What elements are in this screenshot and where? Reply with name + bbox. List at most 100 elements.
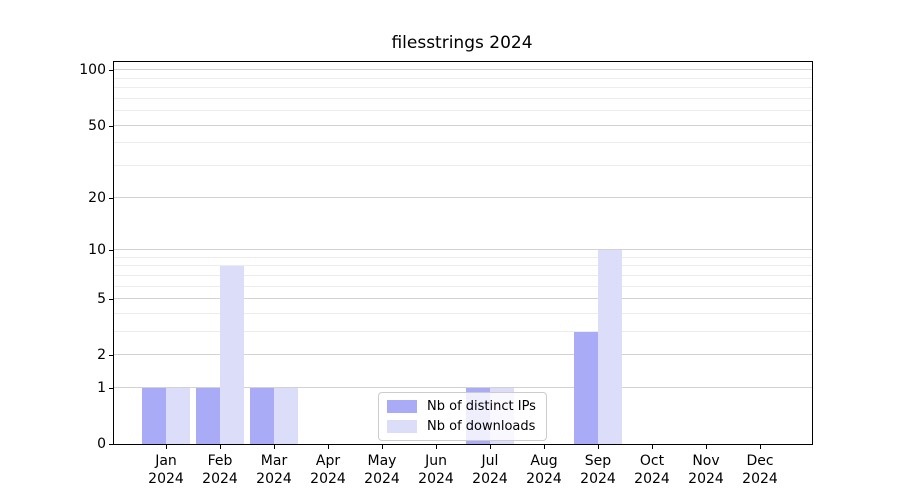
- y-tick-label: 2: [97, 347, 106, 364]
- x-tick-label: Jul 2024: [458, 452, 522, 488]
- x-tick-label: Jan 2024: [134, 452, 198, 488]
- legend-item: Nb of downloads: [387, 419, 536, 434]
- x-tick-month: Nov: [692, 453, 720, 469]
- major-gridline: [114, 386, 812, 388]
- minor-gridline: [114, 87, 812, 89]
- chart-title: filesstrings 2024: [391, 33, 533, 53]
- x-tick-mark: [166, 445, 167, 449]
- x-tick-label: May 2024: [350, 452, 414, 488]
- x-tick-month: Jan: [155, 453, 177, 469]
- x-tick-year: 2024: [418, 471, 454, 487]
- plot-area: Nb of distinct IPs Nb of downloads 0 1 2 5 10…: [79, 61, 813, 487]
- y-tick-mark: [109, 444, 113, 445]
- bar-distinct-ips: [250, 387, 274, 444]
- x-tick-month: Aug: [530, 453, 558, 469]
- x-tick-mark: [220, 445, 221, 449]
- x-tick-year: 2024: [526, 471, 562, 487]
- y-tick-label: 100: [79, 62, 106, 79]
- major-gridline: [114, 196, 812, 198]
- minor-gridline: [114, 285, 812, 287]
- y-tick-label: 5: [97, 290, 106, 307]
- x-tick-mark: [598, 445, 599, 449]
- x-tick-year: 2024: [202, 471, 238, 487]
- x-tick-label: Apr 2024: [296, 452, 360, 488]
- legend-item: Nb of distinct IPs: [387, 399, 536, 414]
- minor-gridline: [114, 265, 812, 267]
- y-tick-mark: [109, 125, 113, 127]
- x-tick-label: Sep 2024: [566, 452, 630, 488]
- x-tick-year: 2024: [634, 471, 670, 487]
- minor-gridline: [114, 97, 812, 99]
- bar-distinct-ips: [574, 331, 598, 444]
- x-tick-month: Dec: [746, 453, 774, 469]
- x-tick-year: 2024: [364, 471, 400, 487]
- x-tick-mark: [436, 445, 437, 449]
- major-gridline: [114, 124, 812, 126]
- y-tick-label: 1: [97, 379, 106, 396]
- legend-swatch: [387, 420, 417, 433]
- minor-gridline: [114, 312, 812, 314]
- bar-distinct-ips: [196, 387, 220, 444]
- x-tick-label: Aug 2024: [512, 452, 576, 488]
- minor-gridline: [114, 256, 812, 258]
- bar-downloads: [166, 387, 190, 444]
- x-tick-month: Oct: [639, 453, 665, 469]
- legend-item-label: Nb of distinct IPs: [427, 399, 536, 414]
- x-tick-month: May: [367, 453, 397, 469]
- legend-item-label: Nb of downloads: [427, 419, 536, 434]
- x-tick-month: Jun: [425, 453, 447, 469]
- x-tick-month: Mar: [260, 453, 288, 469]
- x-tick-year: 2024: [148, 471, 184, 487]
- minor-gridline: [114, 142, 812, 144]
- y-tick-mark: [109, 197, 113, 199]
- y-tick-label: 20: [88, 189, 106, 206]
- x-tick-mark: [274, 445, 275, 449]
- minor-gridline: [114, 330, 812, 332]
- x-tick-month: Feb: [207, 453, 233, 469]
- x-tick-mark: [328, 445, 329, 449]
- minor-gridline: [114, 165, 812, 166]
- x-tick-mark: [490, 445, 491, 449]
- x-tick-month: Jul: [481, 453, 499, 469]
- bar-downloads: [274, 387, 298, 444]
- legend: Nb of distinct IPs Nb of downloads: [378, 392, 547, 441]
- x-tick-label: Mar 2024: [242, 452, 306, 488]
- y-tick-mark: [109, 387, 113, 389]
- x-tick-year: 2024: [688, 471, 724, 487]
- x-tick-label: Feb 2024: [188, 452, 252, 488]
- x-tick-year: 2024: [580, 471, 616, 487]
- x-tick-mark: [706, 445, 707, 449]
- y-tick-label: 0: [97, 436, 106, 452]
- minor-gridline: [114, 110, 812, 112]
- major-gridline: [114, 248, 812, 250]
- x-tick-year: 2024: [256, 471, 292, 487]
- major-gridline: [114, 69, 812, 71]
- x-tick-year: 2024: [310, 471, 346, 487]
- x-tick-label: Nov 2024: [674, 452, 738, 488]
- x-tick-label: Jun 2024: [404, 452, 468, 488]
- x-tick-mark: [652, 445, 653, 449]
- minor-gridline: [114, 77, 812, 79]
- bar-downloads: [220, 266, 244, 444]
- y-tick-mark: [109, 355, 113, 357]
- x-tick-mark: [382, 445, 383, 449]
- y-tick-mark: [109, 249, 113, 251]
- x-tick-year: 2024: [472, 471, 508, 487]
- x-tick-year: 2024: [742, 471, 778, 487]
- major-gridline: [114, 354, 812, 356]
- bar-downloads: [598, 249, 622, 444]
- x-tick-mark: [760, 445, 761, 449]
- y-tick-label: 10: [88, 241, 106, 258]
- y-tick-mark: [109, 70, 113, 72]
- bar-distinct-ips: [142, 387, 166, 444]
- legend-swatch: [387, 400, 417, 413]
- x-tick-month: Apr: [315, 453, 341, 469]
- y-tick-label: 50: [88, 117, 106, 134]
- minor-gridline: [114, 274, 812, 276]
- y-tick-mark: [109, 298, 113, 300]
- major-gridline: [114, 297, 812, 299]
- x-tick-label: Dec 2024: [728, 452, 792, 488]
- x-tick-month: Sep: [584, 453, 612, 469]
- x-tick-mark: [544, 445, 545, 449]
